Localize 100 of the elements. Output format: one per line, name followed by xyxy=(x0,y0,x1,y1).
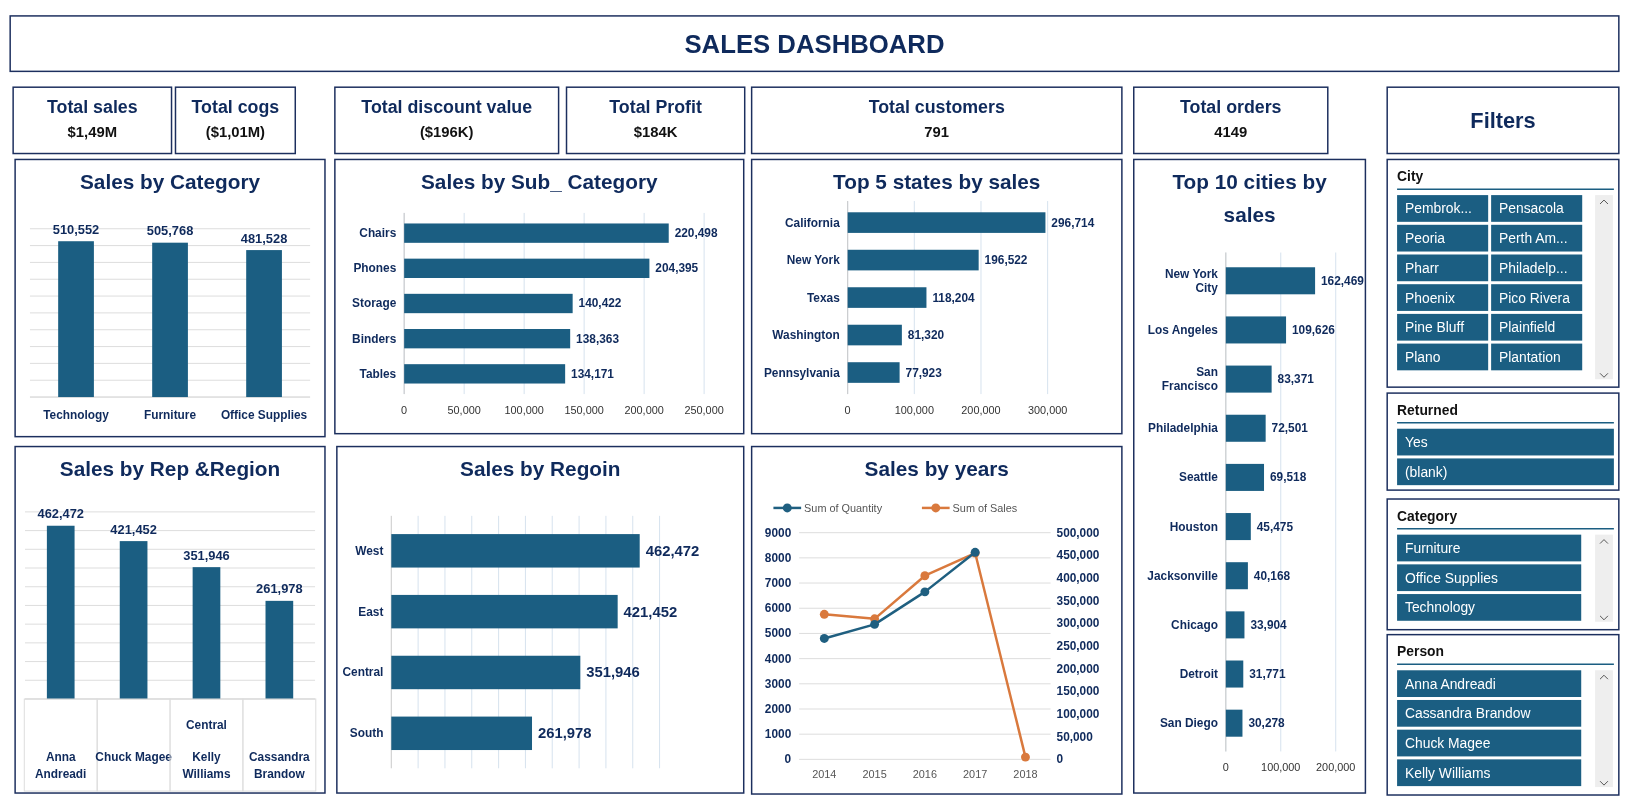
x-tick-label: 2018 xyxy=(1013,768,1038,781)
x-tick-label: 0 xyxy=(401,403,408,416)
y-tick-label: Jacksonville xyxy=(1147,568,1219,583)
x-tick-label: 0 xyxy=(1222,761,1229,774)
text: Person xyxy=(1397,643,1445,660)
text: Total customers xyxy=(868,96,1005,117)
data-label: 81,320 xyxy=(907,328,945,343)
y-tick-label: Detroit xyxy=(1179,667,1218,682)
y-tick-label: 4000 xyxy=(764,651,792,666)
x-tick-label: 300,000 xyxy=(1027,403,1068,416)
data-label: 45,475 xyxy=(1256,519,1294,534)
data-label: 220,498 xyxy=(674,226,718,241)
bar xyxy=(1225,463,1265,491)
chart-title: Sales by years xyxy=(864,456,1009,480)
x-tick-label: 100,000 xyxy=(894,403,934,416)
x-tick-label: 50,000 xyxy=(447,403,481,416)
x-tick-label: 100,000 xyxy=(1261,761,1301,774)
text: Returned xyxy=(1397,401,1458,418)
text: 4149 xyxy=(1214,123,1248,140)
text: Pharr xyxy=(1405,259,1440,276)
y-tick-label: Pennsylvania xyxy=(763,365,841,380)
data-label: 421,452 xyxy=(623,603,678,620)
data-label: 351,946 xyxy=(586,664,640,681)
data-label: 296,714 xyxy=(1051,215,1095,230)
text: City xyxy=(1397,168,1424,185)
x-tick-label: Anna Andreadi xyxy=(35,750,87,782)
y-tick-label: New York City xyxy=(1164,266,1219,295)
point xyxy=(1021,752,1030,762)
bar xyxy=(847,212,1046,233)
x-tick-label: Technology xyxy=(43,407,110,422)
data-label: 162,469 xyxy=(1321,273,1365,288)
x-tick-label: 200,000 xyxy=(1316,761,1356,774)
y-tick-label: Houston xyxy=(1169,519,1218,534)
y-tick-label: West xyxy=(355,543,384,558)
x-tick-label: Chuck Magee xyxy=(95,750,173,765)
point xyxy=(819,609,829,619)
data-label: 505,768 xyxy=(146,223,194,239)
data-label: 77,923 xyxy=(905,365,943,380)
y-tick-label: 8000 xyxy=(764,550,792,565)
y-tick-label: Phones xyxy=(353,261,397,276)
text: Total sales xyxy=(47,96,138,117)
y2-tick-label: 400,000 xyxy=(1056,571,1100,586)
bar xyxy=(404,364,566,384)
text: Total orders xyxy=(1180,96,1282,117)
bar xyxy=(404,329,571,349)
data-label: 69,518 xyxy=(1269,470,1307,485)
bar xyxy=(119,541,148,699)
y-tick-label: Los Angeles xyxy=(1147,322,1219,337)
y-tick-label: Central xyxy=(342,665,384,680)
text: Pico Rivera xyxy=(1499,289,1571,306)
y-tick-label: San Diego xyxy=(1159,716,1218,731)
legend-label: Sum of Quantity xyxy=(804,501,883,514)
bar xyxy=(391,655,581,690)
data-label: 204,395 xyxy=(655,261,699,276)
y-tick-label: 6000 xyxy=(764,601,792,616)
y2-tick-label: 500,000 xyxy=(1056,525,1100,540)
y-tick-label: South xyxy=(349,726,384,741)
y-tick-label: Binders xyxy=(352,331,397,346)
text: Total Profit xyxy=(609,96,702,117)
text: Plano xyxy=(1405,348,1441,365)
y2-tick-label: 350,000 xyxy=(1056,593,1100,608)
data-label: 72,501 xyxy=(1271,421,1309,436)
bar xyxy=(1225,316,1287,344)
text: Philadelp... xyxy=(1499,259,1568,276)
data-label: 33,904 xyxy=(1250,617,1288,632)
text: Peoria xyxy=(1405,230,1446,247)
x-tick-label: 2015 xyxy=(862,768,887,781)
data-label: 83,371 xyxy=(1277,372,1315,387)
x-tick-label: 150,000 xyxy=(564,403,604,416)
y-tick-label: 7000 xyxy=(764,576,792,591)
point xyxy=(920,571,930,581)
bar xyxy=(404,223,669,243)
text: Furniture xyxy=(1405,540,1461,557)
y2-tick-label: 50,000 xyxy=(1056,729,1094,744)
data-label: 261,978 xyxy=(256,581,303,597)
data-label: 30,278 xyxy=(1248,716,1286,731)
bar xyxy=(1225,611,1245,639)
data-label: 510,552 xyxy=(52,221,100,237)
data-label: 462,472 xyxy=(37,506,84,522)
x-tick-label: 2014 xyxy=(812,768,837,781)
y2-tick-label: 150,000 xyxy=(1056,684,1100,699)
text: Pembrok... xyxy=(1405,200,1472,217)
x-tick-label: 0 xyxy=(844,403,851,416)
text: ($196K) xyxy=(419,123,474,140)
y2-tick-label: 100,000 xyxy=(1056,707,1100,722)
text: 791 xyxy=(924,123,950,140)
x-tick-label: 200,000 xyxy=(961,403,1001,416)
bar xyxy=(1225,660,1244,688)
y-tick-label: 3000 xyxy=(764,676,792,691)
point xyxy=(819,634,829,643)
data-label: 481,528 xyxy=(240,230,288,246)
bar xyxy=(391,534,640,568)
y-tick-label: Washington xyxy=(772,328,840,343)
y2-tick-label: 200,000 xyxy=(1056,661,1100,676)
y2-tick-label: 450,000 xyxy=(1056,548,1100,563)
y-tick-label: Chicago xyxy=(1171,617,1218,632)
y2-tick-label: 250,000 xyxy=(1056,639,1100,654)
y-tick-label: East xyxy=(358,604,384,619)
text: Phoenix xyxy=(1405,289,1456,306)
legend-label: Sum of Sales xyxy=(952,501,1018,514)
